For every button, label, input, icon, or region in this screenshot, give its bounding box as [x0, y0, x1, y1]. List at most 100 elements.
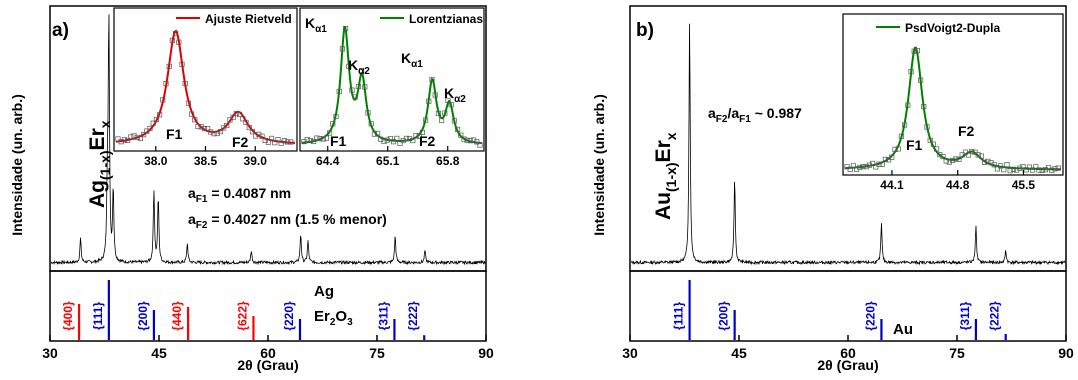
- data-point-marker: [991, 162, 997, 168]
- inset-x-tick-label: 38.5: [194, 154, 218, 168]
- data-point-marker: [208, 129, 214, 135]
- data-point-marker: [998, 163, 1004, 169]
- annotation-a-f1: aF1 = 0.4087 nm: [188, 185, 291, 205]
- inset-lorentzian-label-f1: F1: [330, 133, 347, 149]
- data-point-marker: [150, 120, 156, 126]
- data-point-marker: [464, 137, 470, 143]
- inset-lorentzian-data-points: [301, 25, 483, 148]
- data-point-marker: [368, 121, 374, 127]
- inset-psdvoigt-legend-text: PsdVoigt2-Dupla: [905, 21, 1000, 35]
- k-label-alpha2-f2: Kα2: [444, 85, 466, 105]
- data-point-marker: [1020, 163, 1026, 170]
- data-point-marker: [873, 164, 879, 170]
- k-label-alpha2-f1-k: K: [348, 57, 358, 73]
- ref-legend-er2o3-o: O: [335, 308, 347, 325]
- inset-psdvoigt-frame: [842, 13, 1064, 176]
- data-point-marker: [115, 136, 121, 142]
- sample-b-base: Au: [652, 192, 675, 220]
- data-point-marker: [895, 146, 901, 152]
- inset-rietveld-legend-text: Ajuste Rietveld: [205, 12, 292, 26]
- data-point-marker: [320, 136, 326, 142]
- data-point-marker: [179, 61, 185, 67]
- inset-lorentzian-x-ticks: 64.4 65.1 65.8: [316, 146, 460, 168]
- data-point-marker: [233, 111, 239, 117]
- data-point-marker: [959, 152, 965, 158]
- data-point-marker: [844, 164, 850, 170]
- data-point-marker: [144, 128, 150, 134]
- data-point-marker: [962, 149, 968, 155]
- k-label-alpha1-f2: Kα1: [401, 50, 423, 70]
- data-point-marker: [410, 138, 416, 144]
- inset-x-tick-label: 44.8: [946, 178, 970, 192]
- data-point-marker: [403, 135, 409, 141]
- data-point-marker: [982, 159, 988, 165]
- reference-line-label: {311}: [958, 301, 972, 330]
- inset-psdvoigt-x-ticks: 44.1 44.8 45.5: [880, 170, 1035, 192]
- data-point-marker: [863, 164, 869, 170]
- panel-b-y-axis-label: Intensidade (un. arb.): [591, 94, 607, 236]
- data-point-marker: [911, 48, 917, 54]
- data-point-marker: [134, 134, 140, 140]
- data-point-marker: [455, 126, 461, 132]
- ref-legend-ag: Ag: [314, 283, 334, 300]
- annotation-a-f1-symbol: a: [188, 185, 196, 201]
- data-point-marker: [201, 126, 207, 132]
- inset-lorentzian: Lorentzianas 64.4 65.1 65.8 Kα1 Kα2 Kα1 Kα…: [299, 7, 485, 168]
- inset-rietveld-data-points: [115, 31, 294, 146]
- data-point-marker: [1010, 166, 1016, 172]
- data-point-marker: [230, 114, 236, 120]
- x-tick-label: 60: [260, 345, 276, 361]
- x-tick-label: 30: [622, 345, 638, 361]
- data-point-marker: [429, 76, 435, 83]
- data-point-marker: [1017, 165, 1023, 171]
- data-point-marker: [285, 139, 291, 145]
- panel-b-label: b): [636, 20, 654, 41]
- sample-b-tail-sub: x: [663, 132, 679, 140]
- inset-psdvoigt-data-points: [844, 48, 1061, 174]
- k-label-alpha2-f1: Kα2: [348, 57, 370, 77]
- data-point-marker: [384, 137, 390, 143]
- sample-b-sub: (1-x): [663, 162, 679, 192]
- data-point-marker: [1049, 167, 1055, 173]
- ref-legend-er2o3-er: Er: [314, 308, 330, 325]
- data-point-marker: [908, 69, 914, 75]
- x-tick-label: 30: [42, 345, 58, 361]
- data-point-marker: [423, 117, 429, 123]
- data-point-marker: [914, 48, 920, 54]
- data-point-marker: [153, 117, 159, 123]
- data-point-marker: [451, 118, 457, 124]
- data-point-marker: [978, 153, 984, 159]
- data-point-marker: [387, 136, 393, 142]
- data-point-marker: [371, 131, 377, 137]
- panel-a: 30 45 60 75 90 a) Intensidade (un. arb.) 2θ …: [9, 5, 494, 373]
- reference-line-label: {200}: [136, 301, 150, 331]
- data-point-marker: [160, 97, 166, 103]
- data-point-marker: [1014, 167, 1020, 173]
- inset-rietveld-x-ticks: 38.0 38.5 39.0: [144, 146, 267, 168]
- data-point-marker: [137, 135, 143, 142]
- data-point-marker: [336, 88, 342, 95]
- inset-x-tick-label: 65.1: [376, 154, 400, 168]
- data-point-marker: [1023, 167, 1029, 173]
- inset-rietveld-label-f2: F2: [232, 134, 249, 150]
- data-point-marker: [157, 112, 163, 118]
- data-point-marker: [924, 124, 930, 130]
- panel-b-reference-lines: {111} {200} {220} {311} {222}: [672, 280, 1007, 340]
- reference-line-label: {400}: [61, 301, 75, 331]
- data-point-marker: [198, 124, 204, 130]
- data-point-marker: [416, 133, 422, 139]
- data-point-marker: [921, 104, 927, 110]
- k-label-alpha1-f1: Kα1: [305, 15, 327, 35]
- reference-line-label: {200}: [717, 301, 731, 331]
- data-point-marker: [317, 136, 323, 142]
- data-point-marker: [381, 138, 387, 145]
- reference-line-label: {311}: [376, 301, 390, 330]
- panel-a-reference-lines: {400} {111} {200} {440} {622} {220} {311} {222}: [61, 280, 426, 340]
- inset-rietveld: Ajuste Rietveld 38.0 38.5 39.0 F1 F2: [113, 7, 298, 168]
- data-point-marker: [860, 163, 866, 170]
- data-point-marker: [975, 152, 981, 158]
- data-point-marker: [166, 63, 172, 69]
- data-point-marker: [1030, 167, 1036, 173]
- annotation-a-f1-sub: F1: [196, 194, 208, 205]
- x-tick-label: 60: [840, 345, 856, 361]
